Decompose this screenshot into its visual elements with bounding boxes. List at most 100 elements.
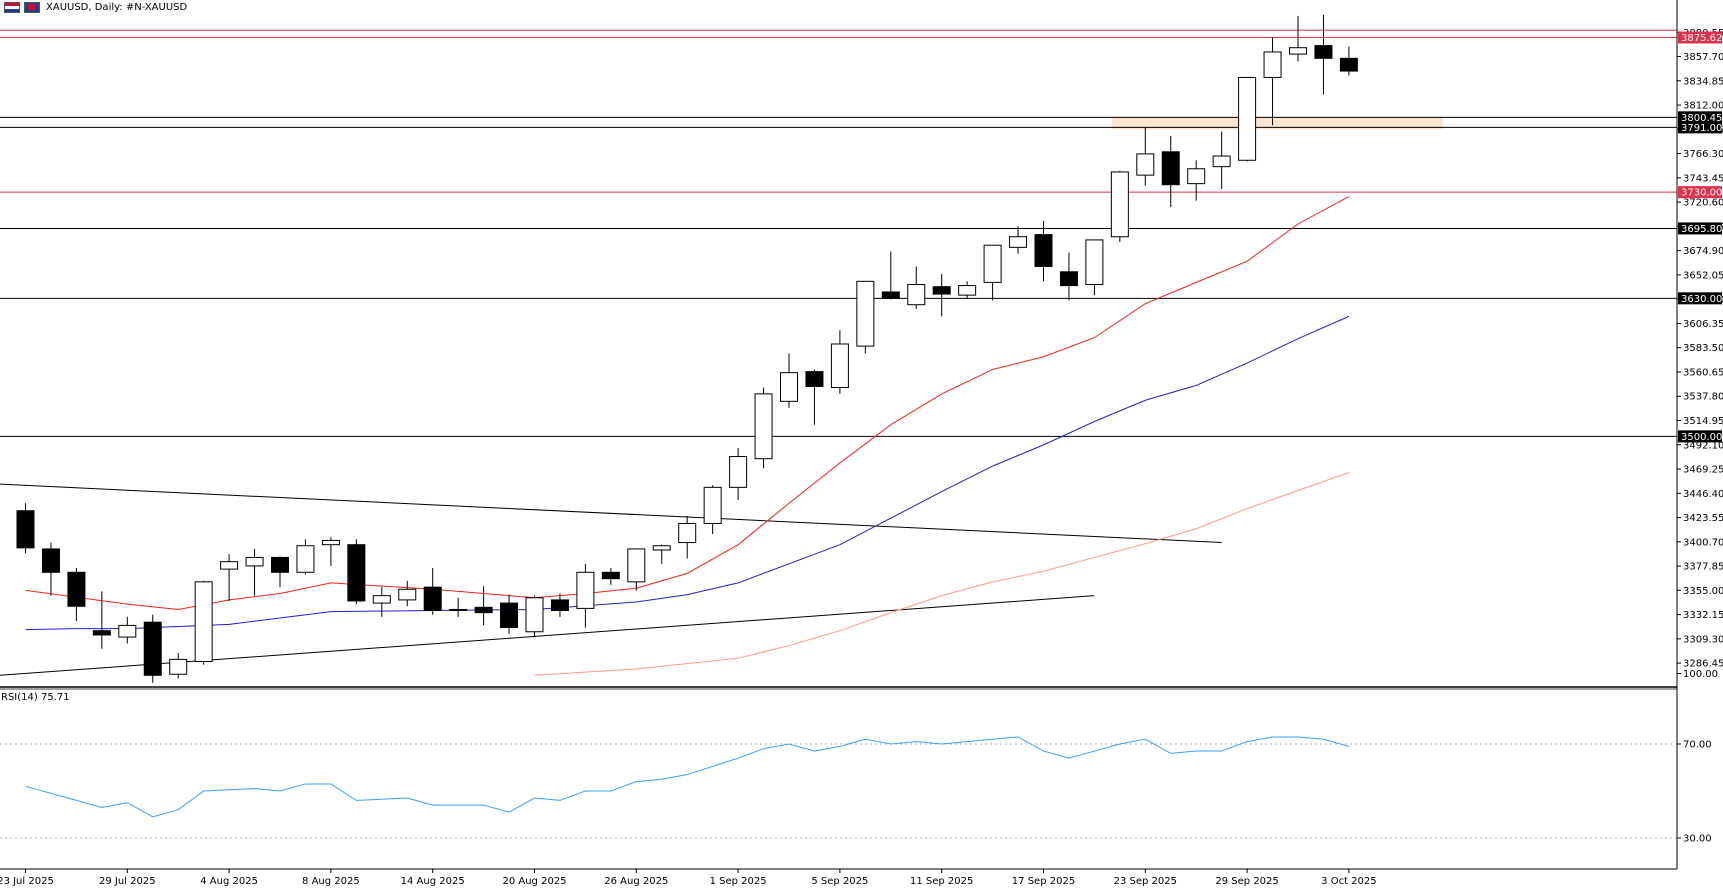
candle[interactable] — [932, 273, 951, 317]
date-tick-label: 20 Aug 2025 — [502, 876, 566, 887]
price-badge-label: 3730.00 — [1681, 188, 1722, 199]
price-tick-label: 3537.80 — [1683, 392, 1723, 403]
candle[interactable] — [1136, 127, 1155, 186]
date-tick-label: 29 Sep 2025 — [1215, 876, 1278, 887]
candle[interactable] — [678, 516, 697, 559]
date-tick-label: 17 Sep 2025 — [1012, 876, 1075, 887]
date-tick-label: 3 Oct 2025 — [1321, 876, 1376, 887]
date-tick-label: 8 Aug 2025 — [302, 876, 360, 887]
price-tick-label: 3560.65 — [1683, 367, 1723, 378]
candle[interactable] — [474, 586, 493, 626]
candle[interactable] — [296, 539, 315, 575]
candle[interactable] — [1187, 160, 1206, 201]
candle[interactable] — [1059, 252, 1078, 301]
trendline[interactable] — [0, 483, 1222, 544]
date-tick-label: 1 Sep 2025 — [710, 876, 767, 887]
candle[interactable] — [576, 563, 595, 628]
candle[interactable] — [729, 448, 748, 501]
date-tick-label: 23 Jul 2025 — [0, 876, 54, 887]
candle[interactable] — [1110, 170, 1129, 243]
moving-average-fast[interactable] — [25, 195, 1350, 610]
price-tick-label: 3469.25 — [1683, 465, 1723, 476]
candle[interactable] — [856, 280, 875, 354]
price-tick-label: 3286.45 — [1683, 659, 1723, 670]
candle[interactable] — [220, 554, 239, 601]
date-tick-label: 26 Aug 2025 — [604, 876, 668, 887]
candle[interactable] — [525, 595, 544, 637]
date-tick-label: 4 Aug 2025 — [200, 876, 258, 887]
candle[interactable] — [41, 542, 60, 596]
candle[interactable] — [1085, 239, 1104, 296]
candle[interactable] — [754, 387, 773, 469]
candle[interactable] — [550, 593, 569, 617]
candle[interactable] — [1339, 46, 1358, 76]
price-tick-label: 3606.35 — [1683, 319, 1723, 330]
symbol-label: XAUUSD, Daily: #N-XAUUSD — [46, 2, 188, 13]
candle[interactable] — [1009, 226, 1028, 254]
price-badge — [1678, 186, 1722, 199]
candle[interactable] — [321, 537, 340, 566]
candle[interactable] — [398, 580, 417, 607]
candle[interactable] — [703, 485, 722, 535]
candle[interactable] — [92, 591, 111, 649]
candle[interactable] — [1212, 131, 1231, 189]
price-tick-label: 3834.85 — [1683, 76, 1723, 87]
price-badge-label: 3791.00 — [1681, 123, 1722, 134]
date-tick-label: 11 Sep 2025 — [910, 876, 973, 887]
price-tick-label: 3355.00 — [1683, 586, 1723, 597]
candle[interactable] — [423, 568, 442, 615]
candle[interactable] — [1238, 76, 1257, 162]
candle[interactable] — [601, 568, 620, 586]
candle[interactable] — [907, 266, 926, 309]
candle[interactable] — [245, 548, 264, 596]
price-tick-label: 3857.70 — [1683, 52, 1723, 63]
candle[interactable] — [194, 580, 213, 665]
candle[interactable] — [780, 353, 798, 408]
candle[interactable] — [500, 594, 519, 634]
price-tick-label: 3377.85 — [1683, 562, 1723, 573]
price-badge-label: 3875.62 — [1681, 33, 1722, 44]
candle[interactable] — [449, 597, 468, 617]
price-tick-label: 3332.15 — [1683, 610, 1723, 621]
candle[interactable] — [652, 544, 671, 564]
price-badge — [1678, 31, 1722, 44]
price-tick-label: 3583.50 — [1683, 343, 1723, 354]
date-tick-label: 5 Sep 2025 — [811, 876, 868, 887]
candle[interactable] — [169, 653, 188, 679]
candle[interactable] — [143, 614, 162, 683]
price-tick-label: 3423.55 — [1683, 513, 1723, 524]
candle[interactable] — [1263, 37, 1282, 126]
candle[interactable] — [805, 369, 824, 425]
rsi-line[interactable] — [25, 736, 1350, 818]
price-badge — [1678, 121, 1722, 134]
candle[interactable] — [983, 244, 1002, 301]
candle[interactable] — [830, 330, 849, 394]
moving-average-slow[interactable] — [534, 472, 1350, 676]
candle[interactable] — [958, 281, 977, 299]
date-tick-label: 23 Sep 2025 — [1114, 876, 1177, 887]
price-badge — [1678, 222, 1722, 235]
candle[interactable] — [347, 539, 366, 605]
candle[interactable] — [1034, 220, 1053, 282]
price-tick-label: 3514.95 — [1683, 416, 1723, 427]
candle[interactable] — [881, 251, 900, 300]
candle[interactable] — [271, 556, 289, 588]
candle[interactable] — [1161, 135, 1180, 207]
candle[interactable] — [118, 616, 137, 644]
currency-flag-icon — [4, 2, 20, 13]
date-tick-label: 29 Jul 2025 — [99, 876, 156, 887]
moving-average-mid[interactable] — [25, 315, 1350, 631]
candle[interactable] — [1289, 15, 1307, 62]
candle[interactable] — [372, 587, 391, 617]
candle[interactable] — [67, 568, 86, 622]
price-tick-label: 3400.70 — [1683, 537, 1723, 548]
price-badge-label: 3630.00 — [1681, 294, 1722, 305]
candle[interactable] — [16, 503, 35, 554]
chart-type-icon — [24, 2, 40, 13]
candle[interactable] — [1314, 14, 1333, 95]
price-tick-label: 3720.60 — [1683, 198, 1723, 209]
chart-header: XAUUSD, Daily: #N-XAUUSD — [4, 0, 187, 15]
price-tick-label: 3812.00 — [1683, 101, 1723, 112]
candle[interactable] — [627, 548, 646, 591]
